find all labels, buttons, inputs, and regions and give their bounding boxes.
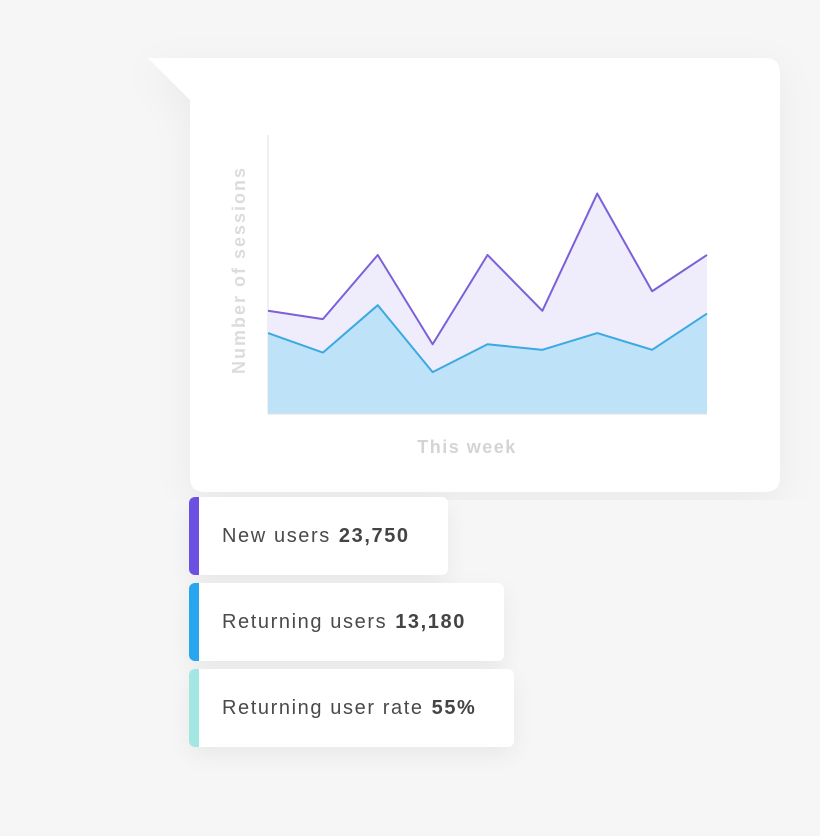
stat-label: Returning user rate — [222, 696, 424, 719]
stat-color-bar — [189, 497, 199, 575]
stat-value: 23,750 — [338, 524, 410, 547]
stat-value: 55% — [431, 696, 477, 719]
area-fill — [268, 305, 707, 414]
stat-label: New users — [222, 524, 331, 547]
stat-color-bar — [189, 669, 199, 747]
stat-value: 13,180 — [395, 610, 466, 633]
stat-card: New users 23,750 — [189, 497, 448, 575]
y-axis-label: Number of sessions — [229, 166, 249, 374]
stat-label: Returning users — [222, 610, 388, 633]
stat-card: Returning user rate 55% — [189, 669, 515, 747]
x-axis-label: This week — [417, 437, 517, 457]
stat-color-bar — [189, 583, 199, 661]
stat-card: Returning users 13,180 — [189, 583, 504, 661]
chart: This week Number of sessions — [148, 58, 780, 492]
plot — [267, 192, 708, 414]
line — [267, 192, 708, 346]
line — [267, 304, 708, 374]
